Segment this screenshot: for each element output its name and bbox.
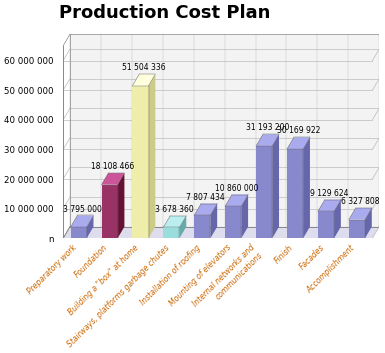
Text: 18 108 466: 18 108 466 (91, 162, 135, 171)
Polygon shape (287, 137, 310, 149)
Polygon shape (179, 216, 186, 238)
Polygon shape (63, 227, 379, 238)
Polygon shape (102, 185, 117, 238)
Polygon shape (334, 200, 341, 238)
Polygon shape (256, 146, 272, 238)
Text: 6 327 808: 6 327 808 (341, 197, 380, 206)
Polygon shape (225, 195, 248, 206)
Polygon shape (117, 173, 124, 238)
Text: 9 129 624: 9 129 624 (310, 189, 349, 198)
Text: 3 795 000: 3 795 000 (63, 204, 102, 214)
Polygon shape (287, 149, 303, 238)
Polygon shape (225, 206, 241, 238)
Text: Production Cost Plan: Production Cost Plan (59, 4, 270, 22)
Polygon shape (163, 227, 179, 238)
Polygon shape (70, 227, 87, 238)
Text: 30 169 922: 30 169 922 (277, 126, 320, 136)
Polygon shape (132, 74, 155, 86)
Text: 3 678 360: 3 678 360 (156, 205, 194, 214)
Polygon shape (365, 208, 372, 238)
Polygon shape (256, 134, 279, 146)
Polygon shape (303, 137, 310, 238)
Polygon shape (194, 215, 210, 238)
Polygon shape (70, 215, 94, 227)
Text: 10 860 000: 10 860 000 (215, 184, 258, 193)
Text: 51 504 336: 51 504 336 (122, 63, 166, 72)
Polygon shape (163, 216, 186, 227)
Polygon shape (318, 211, 334, 238)
Polygon shape (241, 195, 248, 238)
Polygon shape (349, 208, 372, 220)
Polygon shape (149, 74, 155, 238)
Polygon shape (349, 220, 365, 238)
Polygon shape (272, 134, 279, 238)
Polygon shape (194, 204, 217, 215)
Text: 7 807 434: 7 807 434 (186, 193, 225, 202)
Polygon shape (87, 215, 94, 238)
Polygon shape (318, 200, 341, 211)
Polygon shape (70, 34, 379, 227)
Text: 31 193 200: 31 193 200 (246, 124, 289, 132)
Polygon shape (102, 173, 124, 185)
Polygon shape (210, 204, 217, 238)
Polygon shape (132, 86, 149, 238)
